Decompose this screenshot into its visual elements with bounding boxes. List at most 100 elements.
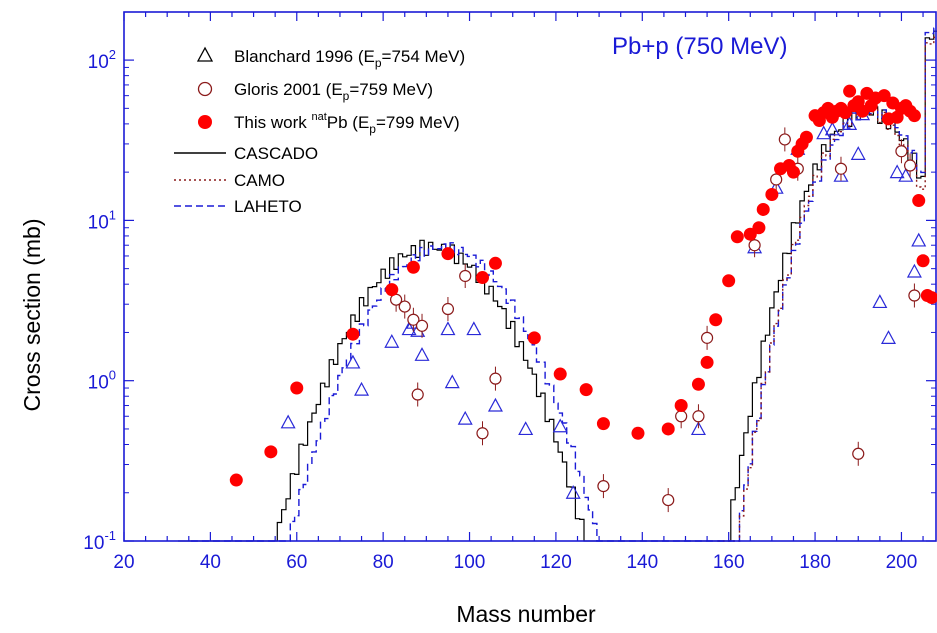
x-tick-label: 100 xyxy=(454,552,486,573)
blanchard-point xyxy=(466,321,482,336)
gloris-point xyxy=(895,145,908,158)
this-work-point xyxy=(752,221,766,235)
legend-item-laheto: LAHETO xyxy=(174,197,302,216)
x-axis-ticks: 20 40 60 80 100 120 140 160 180 200 xyxy=(113,12,924,573)
gloris-point xyxy=(692,410,705,423)
gloris-point xyxy=(675,410,688,423)
blanchard-point xyxy=(552,418,568,433)
laheto-curve xyxy=(190,27,937,542)
x-tick-label: 60 xyxy=(286,552,307,573)
legend-label: CASCADO xyxy=(234,144,318,163)
gloris-point xyxy=(411,388,424,401)
gloris-point xyxy=(459,269,472,283)
legend-item-cascado: CASCADO xyxy=(174,144,318,163)
y-tick-label: 100 xyxy=(88,368,116,394)
blanchard-point xyxy=(906,263,922,278)
blanchard-point xyxy=(414,347,430,361)
blanchard-point xyxy=(440,321,456,336)
blanchard-point xyxy=(487,397,503,412)
reaction-annotation: Pb+p (750 MeV) xyxy=(612,33,787,60)
gloris-point xyxy=(662,493,675,507)
y-tick-label: 10-1 xyxy=(83,528,116,554)
this-work-point xyxy=(722,274,736,288)
gloris-point xyxy=(476,427,489,440)
this-work-point xyxy=(843,84,857,98)
blanchard-point xyxy=(354,381,370,396)
blanchard-point xyxy=(911,232,927,247)
gloris-point xyxy=(398,300,411,313)
this-work-point xyxy=(475,271,489,285)
this-work-point xyxy=(700,355,714,369)
this-work-point xyxy=(661,422,675,436)
x-tick-label: 140 xyxy=(626,552,658,573)
this-work-point xyxy=(765,188,779,202)
this-work-point xyxy=(674,399,688,413)
gloris-point xyxy=(903,159,917,172)
this-work-point xyxy=(756,202,770,216)
camo-curve xyxy=(717,36,937,542)
legend-marker-open-triangle xyxy=(196,46,214,62)
blanchard-point xyxy=(833,167,849,182)
blanchard-point xyxy=(889,164,905,179)
this-work-point xyxy=(264,445,278,459)
plot-axes xyxy=(123,11,937,542)
this-work-point xyxy=(441,247,455,261)
gloris-point xyxy=(748,239,761,252)
plot-frame xyxy=(123,11,937,542)
legend-marker-open-circle xyxy=(197,81,213,97)
legend-item-gloris: Gloris 2001 (Ep=759 MeV) xyxy=(197,80,433,103)
this-work-point xyxy=(406,260,420,274)
this-work-point xyxy=(730,230,744,244)
gloris-point xyxy=(489,372,502,385)
legend-item-this-work: This work natPb (Ep=799 MeV) xyxy=(198,111,460,136)
blanchard-point xyxy=(842,116,858,130)
blanchard-point xyxy=(690,421,706,436)
x-tick-label: 120 xyxy=(540,552,572,573)
blanchard-point xyxy=(816,125,832,140)
blanchard-point xyxy=(444,374,460,389)
x-tick-label: 160 xyxy=(713,552,745,573)
this-work-point xyxy=(799,130,813,144)
blanchard-point xyxy=(824,121,840,136)
gloris-point xyxy=(770,173,783,186)
gloris-point xyxy=(852,447,865,460)
y-axis-ticks: 10-1 100 101 102 xyxy=(83,47,936,554)
y-tick-label: 101 xyxy=(88,207,116,233)
this-work-point xyxy=(488,256,502,270)
x-tick-label: 20 xyxy=(113,552,134,573)
x-tick-label: 200 xyxy=(886,552,918,573)
x-axis-title: Mass number xyxy=(456,601,596,627)
legend: Blanchard 1996 (Ep=754 MeV) Gloris 2001 … xyxy=(174,46,465,216)
gloris-point xyxy=(908,289,921,302)
blanchard-point xyxy=(280,414,296,429)
this-work-point xyxy=(912,194,926,208)
data-points xyxy=(229,84,937,513)
this-work-point xyxy=(786,165,800,179)
gloris-point xyxy=(407,313,420,326)
blanchard-point xyxy=(880,330,896,344)
blanchard-point xyxy=(384,333,400,348)
this-work-point xyxy=(631,426,645,440)
y-axis-title: Cross section (mb) xyxy=(19,219,45,412)
gloris-point xyxy=(778,133,791,146)
x-tick-label: 180 xyxy=(799,552,831,573)
this-work-point xyxy=(346,327,360,341)
legend-label: Gloris 2001 (Ep=759 MeV) xyxy=(234,80,433,103)
this-work-point xyxy=(838,106,852,120)
this-work-point xyxy=(553,367,567,381)
blanchard-point xyxy=(898,167,914,182)
this-work-point xyxy=(229,473,243,487)
legend-label: This work natPb (Ep=799 MeV) xyxy=(234,111,460,136)
this-work-point xyxy=(579,383,593,397)
this-work-point xyxy=(385,283,399,297)
this-work-point xyxy=(916,254,930,268)
legend-marker-filled-circle xyxy=(198,115,212,129)
gloris-point xyxy=(597,480,610,493)
blanchard-point xyxy=(457,410,473,425)
legend-label: Blanchard 1996 (Ep=754 MeV) xyxy=(234,47,465,70)
gloris-point xyxy=(700,331,714,344)
x-tick-label: 40 xyxy=(200,552,221,573)
blanchard-point xyxy=(345,354,361,369)
legend-label: LAHETO xyxy=(234,197,302,216)
